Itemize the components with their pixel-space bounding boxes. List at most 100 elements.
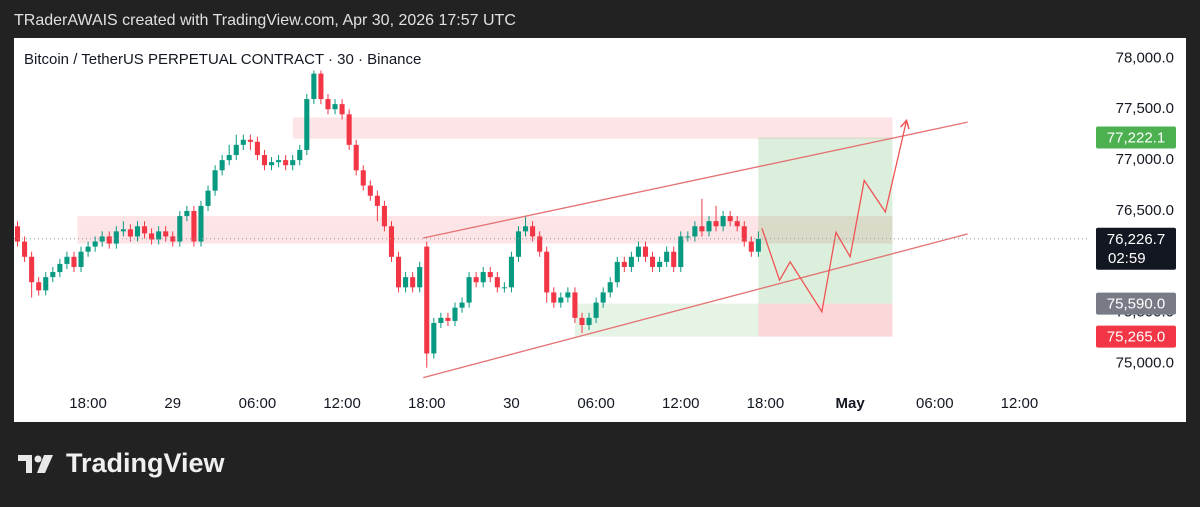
candle-body	[36, 282, 42, 291]
price-badge-label: 76,226.7	[1107, 231, 1165, 248]
candle-body	[403, 277, 409, 288]
chart-panel	[14, 38, 1186, 422]
candle-body	[71, 256, 77, 267]
candle-body	[64, 256, 70, 264]
candle-body	[410, 277, 416, 288]
x-tick-label: 12:00	[1001, 395, 1039, 412]
price-badge-label: 75,265.0	[1107, 329, 1165, 346]
candle-body	[304, 99, 310, 150]
x-tick-label: 06:00	[577, 395, 615, 412]
x-tick-label: 06:00	[239, 395, 277, 412]
candle-body	[134, 226, 141, 237]
candle-body	[734, 221, 740, 227]
candle-body	[254, 141, 260, 156]
price-badge-label: 75,590.0	[1107, 296, 1165, 313]
trend-line	[761, 120, 908, 314]
candle-body	[50, 272, 56, 278]
logo-icon	[18, 455, 32, 473]
candle-body	[163, 231, 169, 237]
x-tick-label: 18:00	[69, 395, 107, 412]
candle-body	[438, 317, 444, 323]
candle-body	[388, 226, 395, 257]
candle-body	[205, 190, 211, 206]
y-tick-label: 78,000.0	[1116, 49, 1174, 66]
candle-body	[572, 292, 578, 318]
y-tick-label: 76,500.0	[1116, 202, 1174, 219]
candle-body	[339, 104, 345, 115]
candle-body	[226, 155, 232, 161]
candle-body	[523, 226, 529, 232]
candle-body	[120, 229, 126, 232]
candle-body	[586, 317, 592, 325]
candle-body	[360, 170, 366, 186]
candle-body	[212, 170, 218, 191]
candle-body	[664, 251, 670, 262]
chart-title: Bitcoin / TetherUS PERPETUAL CONTRACT · …	[24, 51, 421, 68]
candle-body	[628, 256, 634, 267]
candle-body	[268, 162, 275, 166]
candle-body	[452, 307, 458, 321]
candle-body	[92, 241, 98, 247]
candle-body	[177, 216, 183, 242]
candle-body	[558, 297, 564, 303]
x-tick-label: 18:00	[408, 395, 446, 412]
plot	[14, 70, 1090, 379]
candle-body	[515, 231, 522, 257]
candle-body	[233, 144, 239, 156]
candle-body	[621, 261, 627, 267]
candle-body	[755, 238, 761, 252]
candle-body	[494, 277, 500, 288]
price-badge	[1096, 126, 1176, 149]
candle-body	[593, 302, 599, 318]
candle-body	[191, 211, 197, 242]
candle-body	[748, 241, 754, 252]
candle-body	[113, 231, 119, 244]
candle-body	[473, 277, 479, 283]
candle-body	[565, 292, 571, 298]
candle-body	[699, 226, 705, 232]
candle-body	[219, 160, 225, 171]
y-tick-label: 77,500.0	[1116, 100, 1174, 117]
candle-body	[706, 221, 712, 232]
candle-body	[367, 185, 373, 196]
candle-body	[290, 160, 296, 166]
candle-body	[727, 216, 733, 222]
candle-body	[240, 139, 246, 145]
candle-body	[156, 231, 162, 240]
candle-body	[530, 226, 536, 237]
candle-body	[600, 292, 606, 303]
candle-body	[14, 226, 21, 242]
arrow-head	[900, 118, 910, 130]
candle-body	[78, 251, 84, 267]
x-tick-label: 18:00	[747, 395, 785, 412]
candle-body	[43, 277, 49, 291]
logo	[18, 455, 53, 473]
candle-body	[692, 226, 698, 237]
candle-body	[614, 261, 620, 283]
header-text: TRaderAWAIS created with TradingView.com…	[14, 12, 516, 29]
candle-body	[480, 272, 486, 283]
candle-body	[671, 251, 677, 267]
candle-body	[741, 226, 747, 242]
candle-body	[678, 236, 684, 267]
price-badge-label: 77,222.1	[1107, 129, 1165, 146]
candle-body	[170, 236, 176, 242]
candle-body	[720, 216, 726, 227]
candle-body	[318, 73, 324, 100]
candle-body	[127, 229, 133, 237]
price-countdown: 02:59	[1108, 250, 1146, 267]
candle-body	[579, 317, 585, 325]
candle-body	[332, 104, 338, 110]
candle-body	[544, 251, 550, 293]
candle-body	[685, 236, 691, 238]
x-tick-label: 06:00	[916, 395, 954, 412]
candle-body	[297, 149, 303, 161]
candle-body	[650, 256, 656, 267]
candle-body	[283, 160, 289, 166]
candle-body	[459, 302, 465, 308]
candle-body	[22, 241, 28, 257]
candle-body	[141, 226, 148, 234]
price-badge	[1096, 325, 1176, 348]
price-badge	[1096, 227, 1176, 270]
